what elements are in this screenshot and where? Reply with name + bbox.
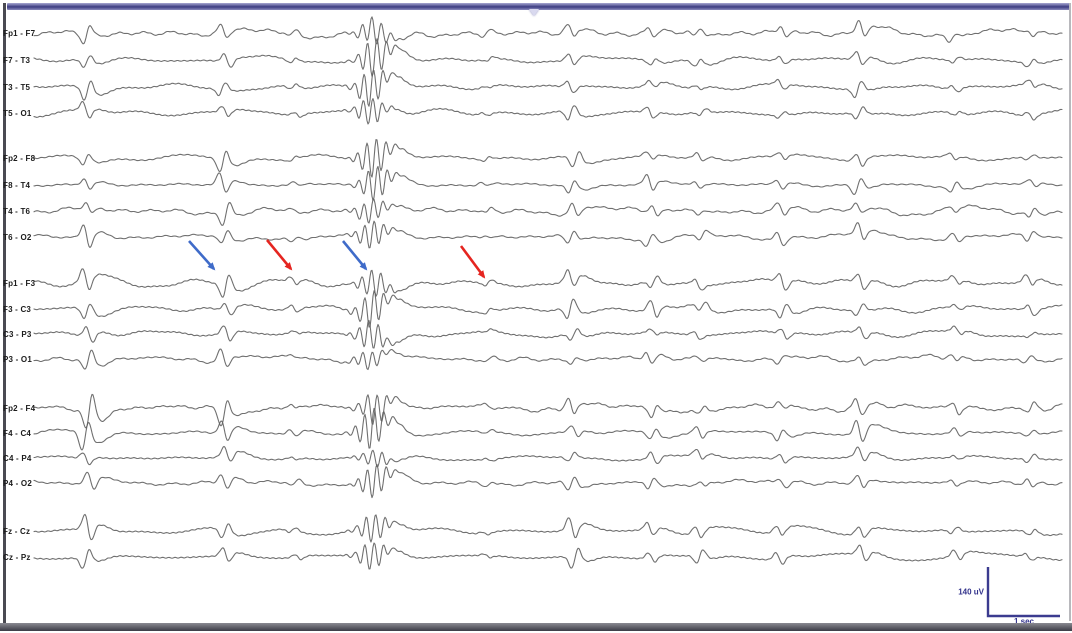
channel-label: T5 - O1 bbox=[3, 109, 32, 118]
eeg-trace-C4-P4 bbox=[33, 445, 1063, 468]
annotation-arrow-blue-3 bbox=[341, 240, 368, 271]
timeline-scrollbar[interactable] bbox=[7, 3, 1070, 16]
eeg-trace-Fp2-F4 bbox=[33, 393, 1063, 429]
eeg-trace-T6-O2 bbox=[33, 220, 1063, 249]
eeg-trace-F3-C3 bbox=[33, 290, 1063, 328]
eeg-trace-T5-O1 bbox=[33, 98, 1063, 125]
channel-label: Fp2 - F4 bbox=[3, 404, 36, 413]
eeg-trace-F4-C4 bbox=[33, 407, 1063, 451]
eeg-trace-P3-O1 bbox=[33, 348, 1063, 371]
channel-label: T6 - O2 bbox=[3, 233, 32, 242]
eeg-trace-F7-T3 bbox=[33, 38, 1063, 77]
channel-label: Fp1 - F3 bbox=[3, 279, 36, 288]
eeg-trace-C3-P3 bbox=[33, 319, 1063, 349]
eeg-trace-Fp1-F3 bbox=[33, 268, 1063, 298]
calibration-scale-bar bbox=[986, 567, 1060, 618]
position-marker-icon[interactable] bbox=[529, 9, 540, 16]
eeg-trace-Fp2-F8 bbox=[33, 139, 1063, 178]
channel-label: F7 - T3 bbox=[3, 56, 31, 65]
annotation-arrow-red-4 bbox=[459, 245, 486, 279]
left-frame-border bbox=[3, 3, 6, 627]
channel-label: F3 - C3 bbox=[3, 305, 31, 314]
eeg-trace-Cz-Pz bbox=[33, 542, 1063, 570]
channel-label: C4 - P4 bbox=[3, 454, 32, 463]
annotation-arrow-red-2 bbox=[265, 239, 293, 271]
channel-label: Cz - Pz bbox=[3, 553, 31, 562]
scalebar-time-label: 1 sec bbox=[1014, 617, 1035, 626]
channel-label: T4 - T6 bbox=[3, 207, 31, 216]
channel-label: Fp2 - F8 bbox=[3, 154, 36, 163]
annotation-arrow-blue-1 bbox=[188, 240, 216, 271]
channel-label: F8 - T4 bbox=[3, 181, 31, 190]
channel-label: C3 - P3 bbox=[3, 330, 32, 339]
eeg-trace-Fp1-F7 bbox=[33, 16, 1063, 45]
channel-label: Fp1 - F7 bbox=[3, 29, 36, 38]
channel-label: P3 - O1 bbox=[3, 355, 32, 364]
eeg-trace-Fz-Cz bbox=[33, 513, 1063, 543]
eeg-trace-P4-O2 bbox=[33, 463, 1063, 499]
eeg-trace-T3-T5 bbox=[33, 69, 1063, 107]
channel-label: F4 - C4 bbox=[3, 429, 31, 438]
channel-label: Fz - Cz bbox=[3, 527, 30, 536]
eeg-trace-F8-T4 bbox=[33, 165, 1063, 201]
channel-label: P4 - O2 bbox=[3, 479, 32, 488]
eeg-trace-T4-T6 bbox=[33, 198, 1063, 226]
scalebar-amplitude-label: 140 uV bbox=[958, 588, 984, 597]
channel-label: T3 - T5 bbox=[3, 83, 31, 92]
right-frame-border bbox=[1069, 3, 1071, 621]
bottom-frame-bar bbox=[0, 623, 1072, 631]
